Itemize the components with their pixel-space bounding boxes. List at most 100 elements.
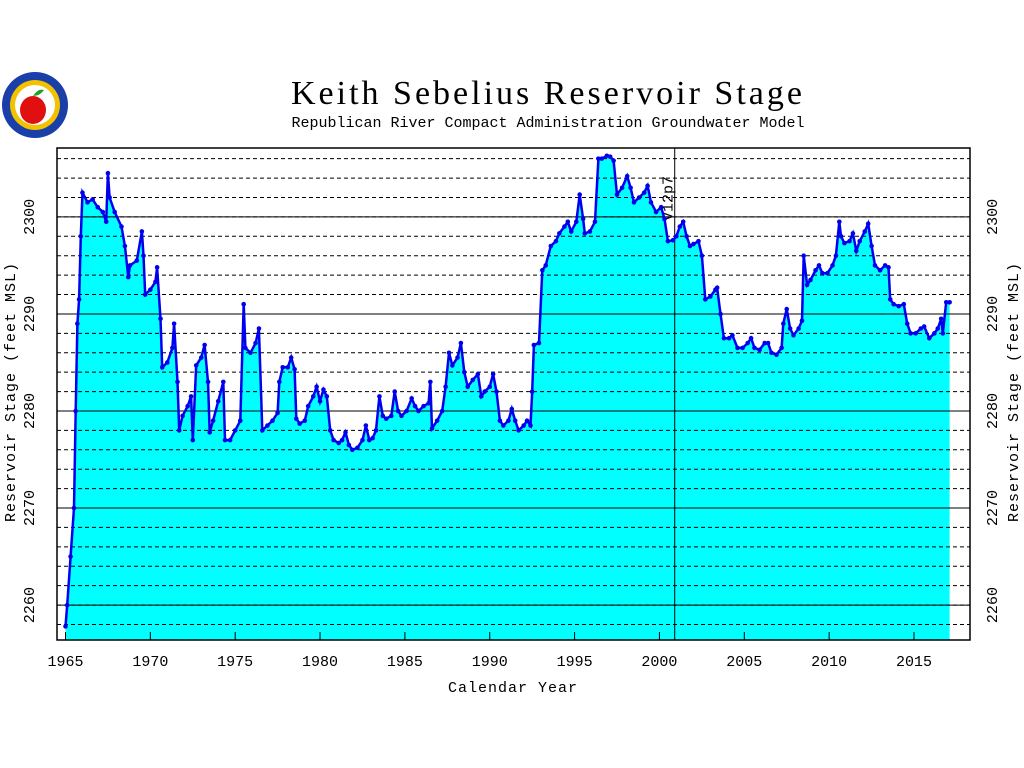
point <box>127 263 133 268</box>
point <box>159 365 165 370</box>
point <box>730 332 735 338</box>
point <box>536 340 542 346</box>
point <box>142 292 148 297</box>
point <box>125 274 131 280</box>
point <box>475 371 481 377</box>
point <box>389 413 394 419</box>
point <box>370 435 375 441</box>
point <box>891 301 896 307</box>
point <box>869 243 874 249</box>
point <box>680 219 686 225</box>
point <box>926 335 932 341</box>
point <box>592 219 598 225</box>
point <box>938 316 944 322</box>
point <box>465 384 470 390</box>
point <box>399 413 404 419</box>
point <box>645 183 650 189</box>
point <box>943 299 949 305</box>
point <box>373 428 379 433</box>
x-tick-label: 1965 <box>47 654 83 671</box>
point <box>73 408 78 414</box>
point <box>850 231 856 236</box>
annotation-text: V12p7 <box>661 176 678 221</box>
point <box>292 366 297 372</box>
x-tick-label: 1975 <box>217 654 253 671</box>
point <box>512 418 518 423</box>
y-tick-label: 2260 <box>22 587 39 623</box>
point <box>241 301 246 307</box>
y-tick-label-right: 2280 <box>985 393 1002 429</box>
point <box>735 345 740 351</box>
point <box>857 238 862 244</box>
point <box>699 253 705 259</box>
point <box>901 301 907 307</box>
point <box>940 331 946 336</box>
point <box>256 326 262 331</box>
point <box>443 384 448 390</box>
point <box>305 403 311 409</box>
point <box>847 238 852 244</box>
point <box>665 238 671 244</box>
x-tick-label: 2005 <box>726 654 762 671</box>
point <box>833 253 839 259</box>
point <box>872 263 878 268</box>
point <box>346 442 352 448</box>
point <box>611 158 616 163</box>
point <box>708 294 713 299</box>
point <box>801 253 806 259</box>
point <box>105 170 111 176</box>
point <box>531 342 537 348</box>
point <box>122 243 128 249</box>
point <box>426 400 431 406</box>
point <box>275 410 280 416</box>
point <box>78 234 84 239</box>
point <box>221 379 226 385</box>
y-tick-label-right: 2290 <box>985 296 1002 332</box>
point <box>908 331 913 336</box>
point <box>684 234 689 239</box>
point <box>68 554 73 559</box>
point <box>321 387 326 392</box>
point <box>380 413 386 419</box>
point <box>198 355 204 360</box>
point <box>134 258 140 263</box>
point <box>63 624 68 629</box>
y-tick-label: 2290 <box>22 296 39 332</box>
point <box>478 394 484 399</box>
y-axis-label: Reservoir Stage (feet MSL) <box>3 262 20 522</box>
x-tick-label: 1995 <box>557 654 593 671</box>
point <box>383 416 389 422</box>
chart-subtitle: Republican River Compact Administration … <box>291 115 804 132</box>
point <box>429 426 435 431</box>
point <box>270 418 275 423</box>
point <box>180 413 185 419</box>
y-tick-label: 2300 <box>22 199 39 235</box>
x-tick-label: 1990 <box>472 654 508 671</box>
point <box>748 335 754 341</box>
point <box>745 340 750 346</box>
point <box>404 408 409 414</box>
point <box>641 190 647 195</box>
point <box>787 326 793 331</box>
point <box>528 423 533 428</box>
x-tick-label: 2000 <box>641 654 677 671</box>
point <box>450 363 455 368</box>
point <box>280 365 286 370</box>
point <box>188 394 194 399</box>
x-tick-label: 1980 <box>302 654 338 671</box>
point <box>193 363 199 368</box>
point <box>317 398 323 404</box>
point <box>904 321 910 326</box>
point <box>363 423 369 428</box>
point <box>799 318 805 324</box>
point <box>568 229 574 234</box>
point <box>865 221 871 226</box>
point <box>842 240 847 246</box>
point <box>853 248 859 254</box>
point <box>631 200 637 205</box>
y-tick-label-right: 2260 <box>985 587 1002 623</box>
point <box>154 265 160 270</box>
point <box>439 408 445 414</box>
point <box>75 321 80 326</box>
